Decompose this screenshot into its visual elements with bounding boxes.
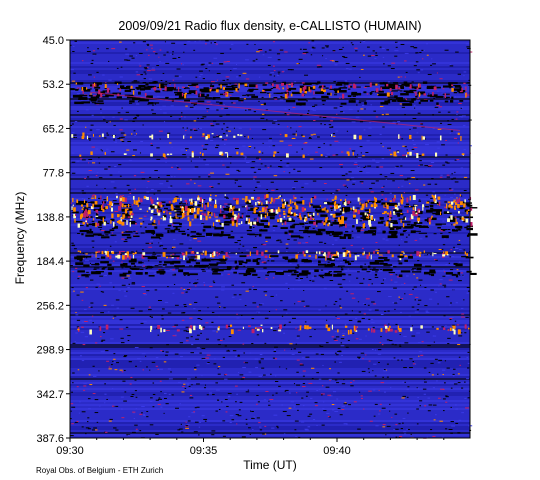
- y-axis-label: Frequency (MHz): [13, 192, 27, 285]
- y-tick-label: 45.0: [43, 35, 64, 47]
- y-tick-label: 387.6: [36, 433, 64, 445]
- y-tick-label: 138.8: [36, 212, 64, 224]
- y-tick-label: 65.2: [43, 123, 64, 135]
- x-tick-label: 09:30: [56, 445, 84, 457]
- y-tick-label: 256.2: [36, 300, 64, 312]
- plot-area: [69, 39, 478, 439]
- y-tick-label: 342.7: [36, 389, 64, 401]
- chart-title: 2009/09/21 Radio flux density, e-CALLIST…: [118, 19, 421, 33]
- y-tick-label: 184.4: [36, 256, 64, 268]
- x-tick-label: 09:40: [323, 445, 351, 457]
- x-tick-label: 09:35: [190, 445, 218, 457]
- x-axis: 09:30 09:35 09:40: [56, 438, 445, 457]
- y-axis: 45.0 53.2 65.2 77.8 138.8 184.4 256.2 298.9 342.…: [36, 35, 70, 445]
- y-tick-label: 77.8: [43, 168, 64, 180]
- y-tick-label: 298.9: [36, 345, 64, 357]
- x-axis-label: Time (UT): [243, 458, 297, 472]
- credit-text: Royal Obs. of Belgium - ETH Zurich: [36, 466, 163, 475]
- y-tick-label: 53.2: [43, 79, 64, 91]
